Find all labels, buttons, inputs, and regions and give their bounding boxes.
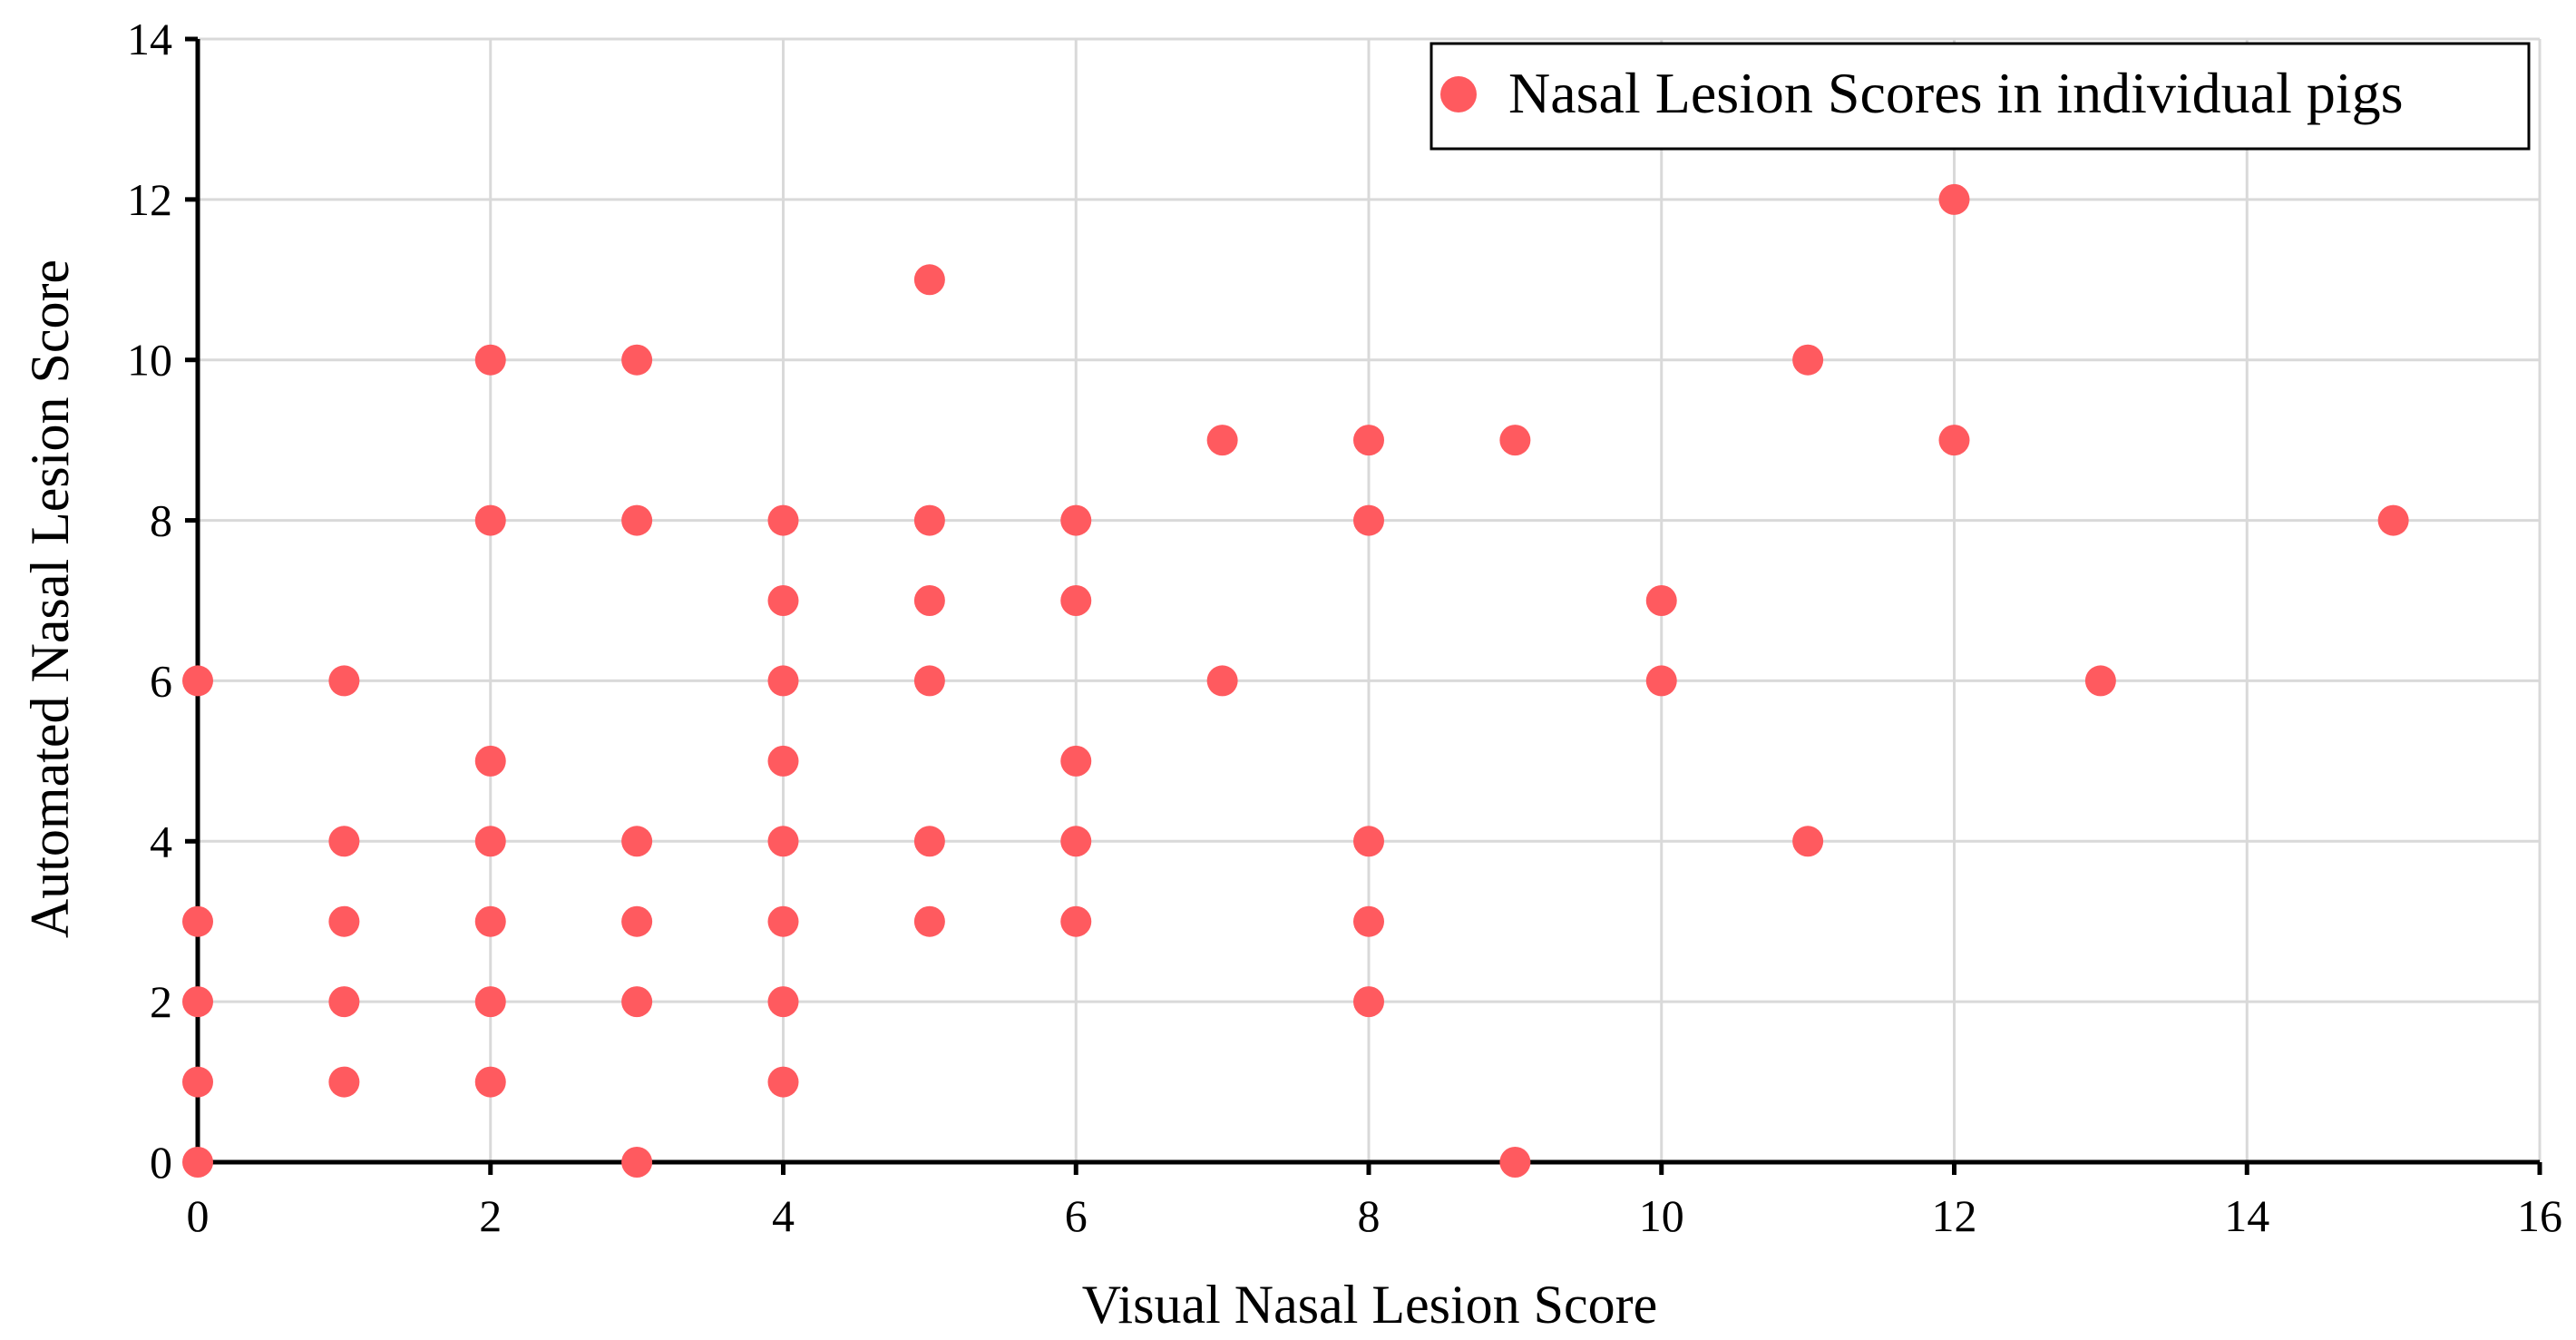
data-point — [767, 504, 799, 536]
data-point — [474, 1066, 506, 1098]
data-point — [474, 905, 506, 937]
data-point — [621, 986, 653, 1018]
y-tick-label: 14 — [127, 14, 172, 64]
data-point — [328, 905, 360, 937]
x-tick-label: 0 — [187, 1190, 210, 1241]
data-point — [328, 1066, 360, 1098]
y-tick-label: 6 — [150, 655, 172, 706]
grid-lines — [198, 37, 2542, 1162]
y-tick-label: 12 — [127, 174, 172, 225]
data-point — [182, 905, 213, 937]
data-point — [1499, 1147, 1531, 1178]
data-point — [767, 745, 799, 777]
x-axis-title: Visual Nasal Lesion Score — [1082, 1275, 1658, 1335]
data-point — [1645, 665, 1677, 697]
data-point — [621, 905, 653, 937]
tick-labels: 0 2 4 6 8 10 12 14 0 2 4 6 8 10 12 14 16 — [127, 14, 2562, 1241]
x-tick-label: 2 — [479, 1190, 502, 1241]
data-point — [1060, 905, 1092, 937]
y-tick-label: 8 — [150, 495, 172, 546]
data-point — [913, 905, 945, 937]
data-point — [182, 986, 213, 1018]
data-point — [474, 504, 506, 536]
data-point — [767, 585, 799, 616]
data-point — [913, 264, 945, 296]
x-tick-label: 16 — [2517, 1190, 2562, 1241]
y-tick-label: 2 — [150, 976, 172, 1027]
data-point — [1938, 183, 1970, 215]
x-tick-label: 6 — [1065, 1190, 1088, 1241]
data-point — [1792, 826, 1824, 857]
data-point — [621, 504, 653, 536]
data-point — [1060, 826, 1092, 857]
data-point — [1353, 826, 1384, 857]
data-point — [474, 344, 506, 376]
data-point — [474, 986, 506, 1018]
data-point — [1792, 344, 1824, 376]
data-point — [1353, 504, 1384, 536]
data-point — [621, 344, 653, 376]
data-point — [1060, 585, 1092, 616]
legend: Nasal Lesion Scores in individual pigs — [1429, 42, 2531, 151]
data-point — [1353, 905, 1384, 937]
data-point — [1938, 425, 1970, 456]
data-point — [328, 665, 360, 697]
data-point — [913, 585, 945, 616]
data-point — [767, 986, 799, 1018]
data-point — [913, 665, 945, 697]
legend-marker — [1440, 76, 1477, 112]
data-point — [1060, 504, 1092, 536]
data-point — [1206, 665, 1238, 697]
x-tick-label: 10 — [1639, 1190, 1684, 1241]
y-tick-label: 4 — [150, 816, 172, 866]
x-tick-label: 8 — [1358, 1190, 1381, 1241]
x-tick-label: 14 — [2224, 1190, 2269, 1241]
data-point — [182, 1066, 213, 1098]
legend-box — [1429, 42, 2531, 151]
data-point — [474, 826, 506, 857]
data-point — [328, 986, 360, 1018]
data-point — [1060, 745, 1092, 777]
y-tick-label: 0 — [150, 1137, 172, 1188]
data-point — [1645, 585, 1677, 616]
data-point — [913, 826, 945, 857]
data-point — [2377, 504, 2409, 536]
y-tick-label: 10 — [127, 335, 172, 386]
y-axis-title: Automated Nasal Lesion Score — [20, 259, 80, 938]
data-point — [767, 1066, 799, 1098]
data-point — [1499, 425, 1531, 456]
data-points — [182, 183, 2409, 1178]
data-point — [913, 504, 945, 536]
data-point — [182, 665, 213, 697]
data-point — [2084, 665, 2116, 697]
data-point — [1353, 986, 1384, 1018]
data-point — [182, 1147, 213, 1178]
data-point — [1353, 425, 1384, 456]
data-point — [767, 905, 799, 937]
data-point — [621, 826, 653, 857]
data-point — [767, 826, 799, 857]
data-point — [328, 826, 360, 857]
legend-label: Nasal Lesion Scores in individual pigs — [1508, 61, 2404, 125]
data-point — [474, 745, 506, 777]
x-tick-label: 4 — [772, 1190, 795, 1241]
data-point — [621, 1147, 653, 1178]
data-point — [767, 665, 799, 697]
data-point — [1206, 425, 1238, 456]
x-tick-label: 12 — [1932, 1190, 1977, 1241]
